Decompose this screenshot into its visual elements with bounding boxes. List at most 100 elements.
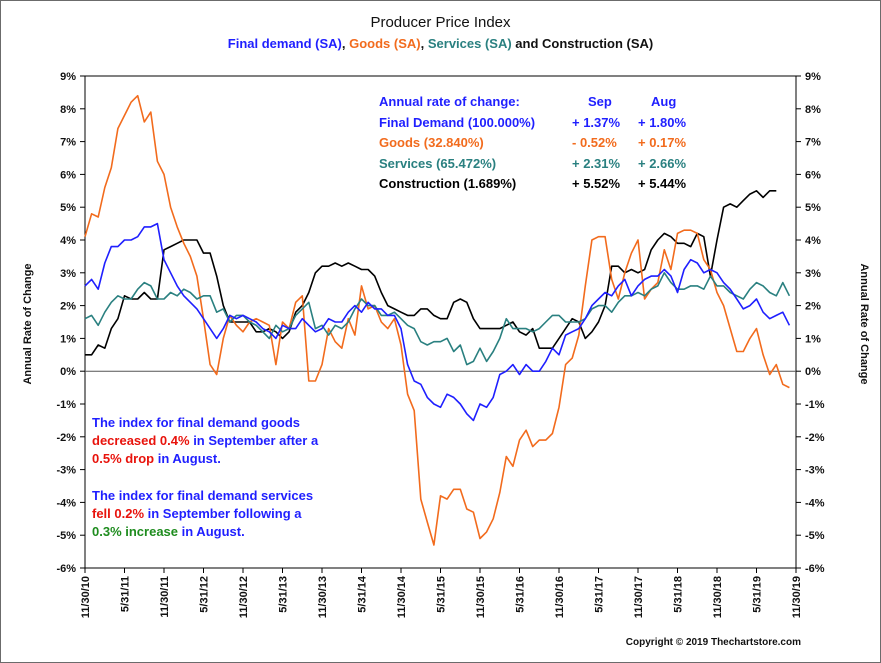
annotation-segment: 0.3% increase	[92, 524, 179, 539]
legend-row-label: Final Demand (100.000%)	[379, 114, 536, 130]
subtitle-part-0: Final demand (SA)	[227, 36, 342, 51]
legend-row-aug: + 2.66%	[638, 155, 687, 171]
legend-header-label: Annual rate of change:	[379, 94, 520, 109]
annotation-block: The index for final demand goods decrease…	[92, 414, 318, 468]
series-line-construction	[85, 190, 777, 356]
y-tick-label-left: 9%	[60, 71, 76, 83]
x-tick-label: 5/31/17	[594, 576, 606, 613]
annotation-line: The index for final demand services	[92, 487, 313, 505]
y-tick-label-right: 5%	[805, 202, 821, 214]
y-tick-label-right: 2%	[805, 301, 821, 313]
annotation-line: fell 0.2% in September following a	[92, 505, 313, 523]
annotation-segment: fell 0.2%	[92, 506, 145, 521]
legend-row-label: Goods (32.840%)	[379, 135, 484, 150]
x-tick-label: 11/30/14	[396, 575, 408, 618]
subtitle-part-2: Goods (SA)	[349, 36, 421, 51]
y-tick-label-right: -2%	[805, 432, 825, 444]
x-tick-label: 11/30/19	[791, 576, 803, 618]
legend-row-aug: + 5.44%	[638, 176, 687, 191]
annotation-segment: The index for final demand services	[92, 488, 314, 503]
legend-row-aug: + 1.80%	[638, 114, 687, 130]
legend-row-label: Services (65.472%)	[379, 155, 497, 171]
y-tick-label-right: -4%	[805, 497, 825, 509]
subtitle-part-3: ,	[420, 36, 428, 51]
y-tick-label-right: 4%	[805, 235, 821, 247]
y-tick-label-left: 0%	[60, 366, 76, 378]
subtitle-part-4: Services (SA)	[427, 36, 512, 51]
subtitle-part-1: ,	[341, 36, 350, 51]
y-tick-label-left: 8%	[60, 104, 76, 116]
series-line-final-demand	[84, 222, 791, 422]
legend-header-aug: Aug	[651, 94, 677, 109]
y-tick-label-left: 6%	[60, 169, 76, 181]
legend-row-sep: - 0.52%	[572, 135, 617, 150]
annotation-line: 0.3% increase in August.	[92, 523, 313, 541]
x-tick-label: 5/31/16	[515, 576, 527, 613]
y-axis-label-left: Annual Rate of Change	[22, 263, 34, 385]
legend-row-sep: + 1.37%	[572, 114, 621, 130]
x-tick-label: 11/30/13	[317, 576, 329, 618]
chart-subtitle: Final demand (SA), Goods (SA), Services …	[0, 36, 881, 51]
y-tick-label-left: 4%	[60, 235, 76, 247]
legend-row-label: Construction (1.689%)	[379, 176, 517, 191]
x-tick-label: 5/31/18	[673, 576, 685, 613]
annotation-segment: 0.5% drop	[92, 451, 155, 466]
annotation-segment: in August.	[154, 451, 221, 466]
chart-title: Producer Price Index	[370, 14, 511, 31]
y-tick-label-right: 0%	[805, 366, 821, 378]
series-line-goods	[84, 94, 790, 546]
series-line-services	[84, 271, 791, 366]
x-tick-label: 11/30/17	[633, 576, 645, 618]
y-tick-label-right: -5%	[805, 530, 825, 542]
x-tick-label: 5/31/19	[752, 576, 764, 613]
annotation-segment: in August.	[178, 524, 245, 539]
y-tick-label-right: 8%	[805, 104, 821, 116]
y-tick-label-right: 1%	[805, 333, 821, 345]
y-tick-label-left: 3%	[60, 268, 76, 280]
y-tick-label-right: 3%	[805, 268, 821, 280]
y-tick-label-left: 1%	[60, 333, 76, 345]
x-tick-label: 5/31/11	[120, 576, 132, 612]
legend-row-sep: + 5.52%	[572, 176, 621, 191]
x-tick-label: 5/31/15	[436, 576, 448, 613]
y-tick-label-right: -3%	[805, 465, 825, 477]
y-tick-label-right: -1%	[805, 399, 825, 411]
annotation-block: The index for final demand services fell …	[92, 487, 313, 541]
y-tick-label-left: -2%	[56, 432, 76, 444]
x-tick-label: 11/30/10	[80, 576, 92, 618]
y-tick-label-right: 9%	[805, 71, 821, 83]
x-tick-label: 11/30/11	[159, 576, 171, 618]
y-tick-label-left: -3%	[56, 465, 76, 477]
legend-header-sep: Sep	[588, 94, 612, 109]
y-tick-label-left: 7%	[60, 137, 76, 149]
y-axis-label-right: Annual Rate of Change	[858, 263, 870, 385]
annotation-segment: The index for final demand goods	[92, 415, 301, 430]
y-tick-label-right: -6%	[805, 563, 825, 575]
y-tick-label-left: -6%	[56, 563, 76, 575]
y-tick-label-left: 5%	[60, 202, 76, 214]
x-tick-label: 5/31/12	[199, 576, 211, 613]
y-tick-label-right: 7%	[805, 137, 821, 149]
annotation-segment: in September after a	[189, 433, 319, 448]
y-tick-label-left: -5%	[56, 530, 76, 542]
subtitle-part-5: and Construction (SA)	[511, 36, 654, 51]
annotation-segment: decreased 0.4%	[92, 433, 190, 448]
x-tick-label: 5/31/13	[278, 576, 290, 613]
y-tick-label-left: 2%	[60, 301, 76, 313]
x-tick-label: 11/30/12	[238, 576, 250, 618]
x-tick-label: 11/30/16	[554, 576, 566, 618]
y-tick-label-right: 6%	[805, 169, 821, 181]
legend-row-aug: + 0.17%	[638, 135, 687, 150]
legend-row-sep: + 2.31%	[572, 155, 621, 171]
annotation-line: 0.5% drop in August.	[92, 450, 318, 468]
y-tick-label-left: -4%	[56, 497, 76, 509]
annotation-line: The index for final demand goods	[92, 414, 318, 432]
y-tick-label-left: -1%	[56, 399, 76, 411]
x-tick-label: 11/30/18	[712, 576, 724, 618]
x-tick-label: 5/31/14	[357, 575, 369, 613]
copyright-text: Copyright © 2019 Thechartstore.com	[625, 637, 801, 648]
annotation-segment: in September following a	[144, 506, 302, 521]
annotation-line: decreased 0.4% in September after a	[92, 432, 318, 450]
